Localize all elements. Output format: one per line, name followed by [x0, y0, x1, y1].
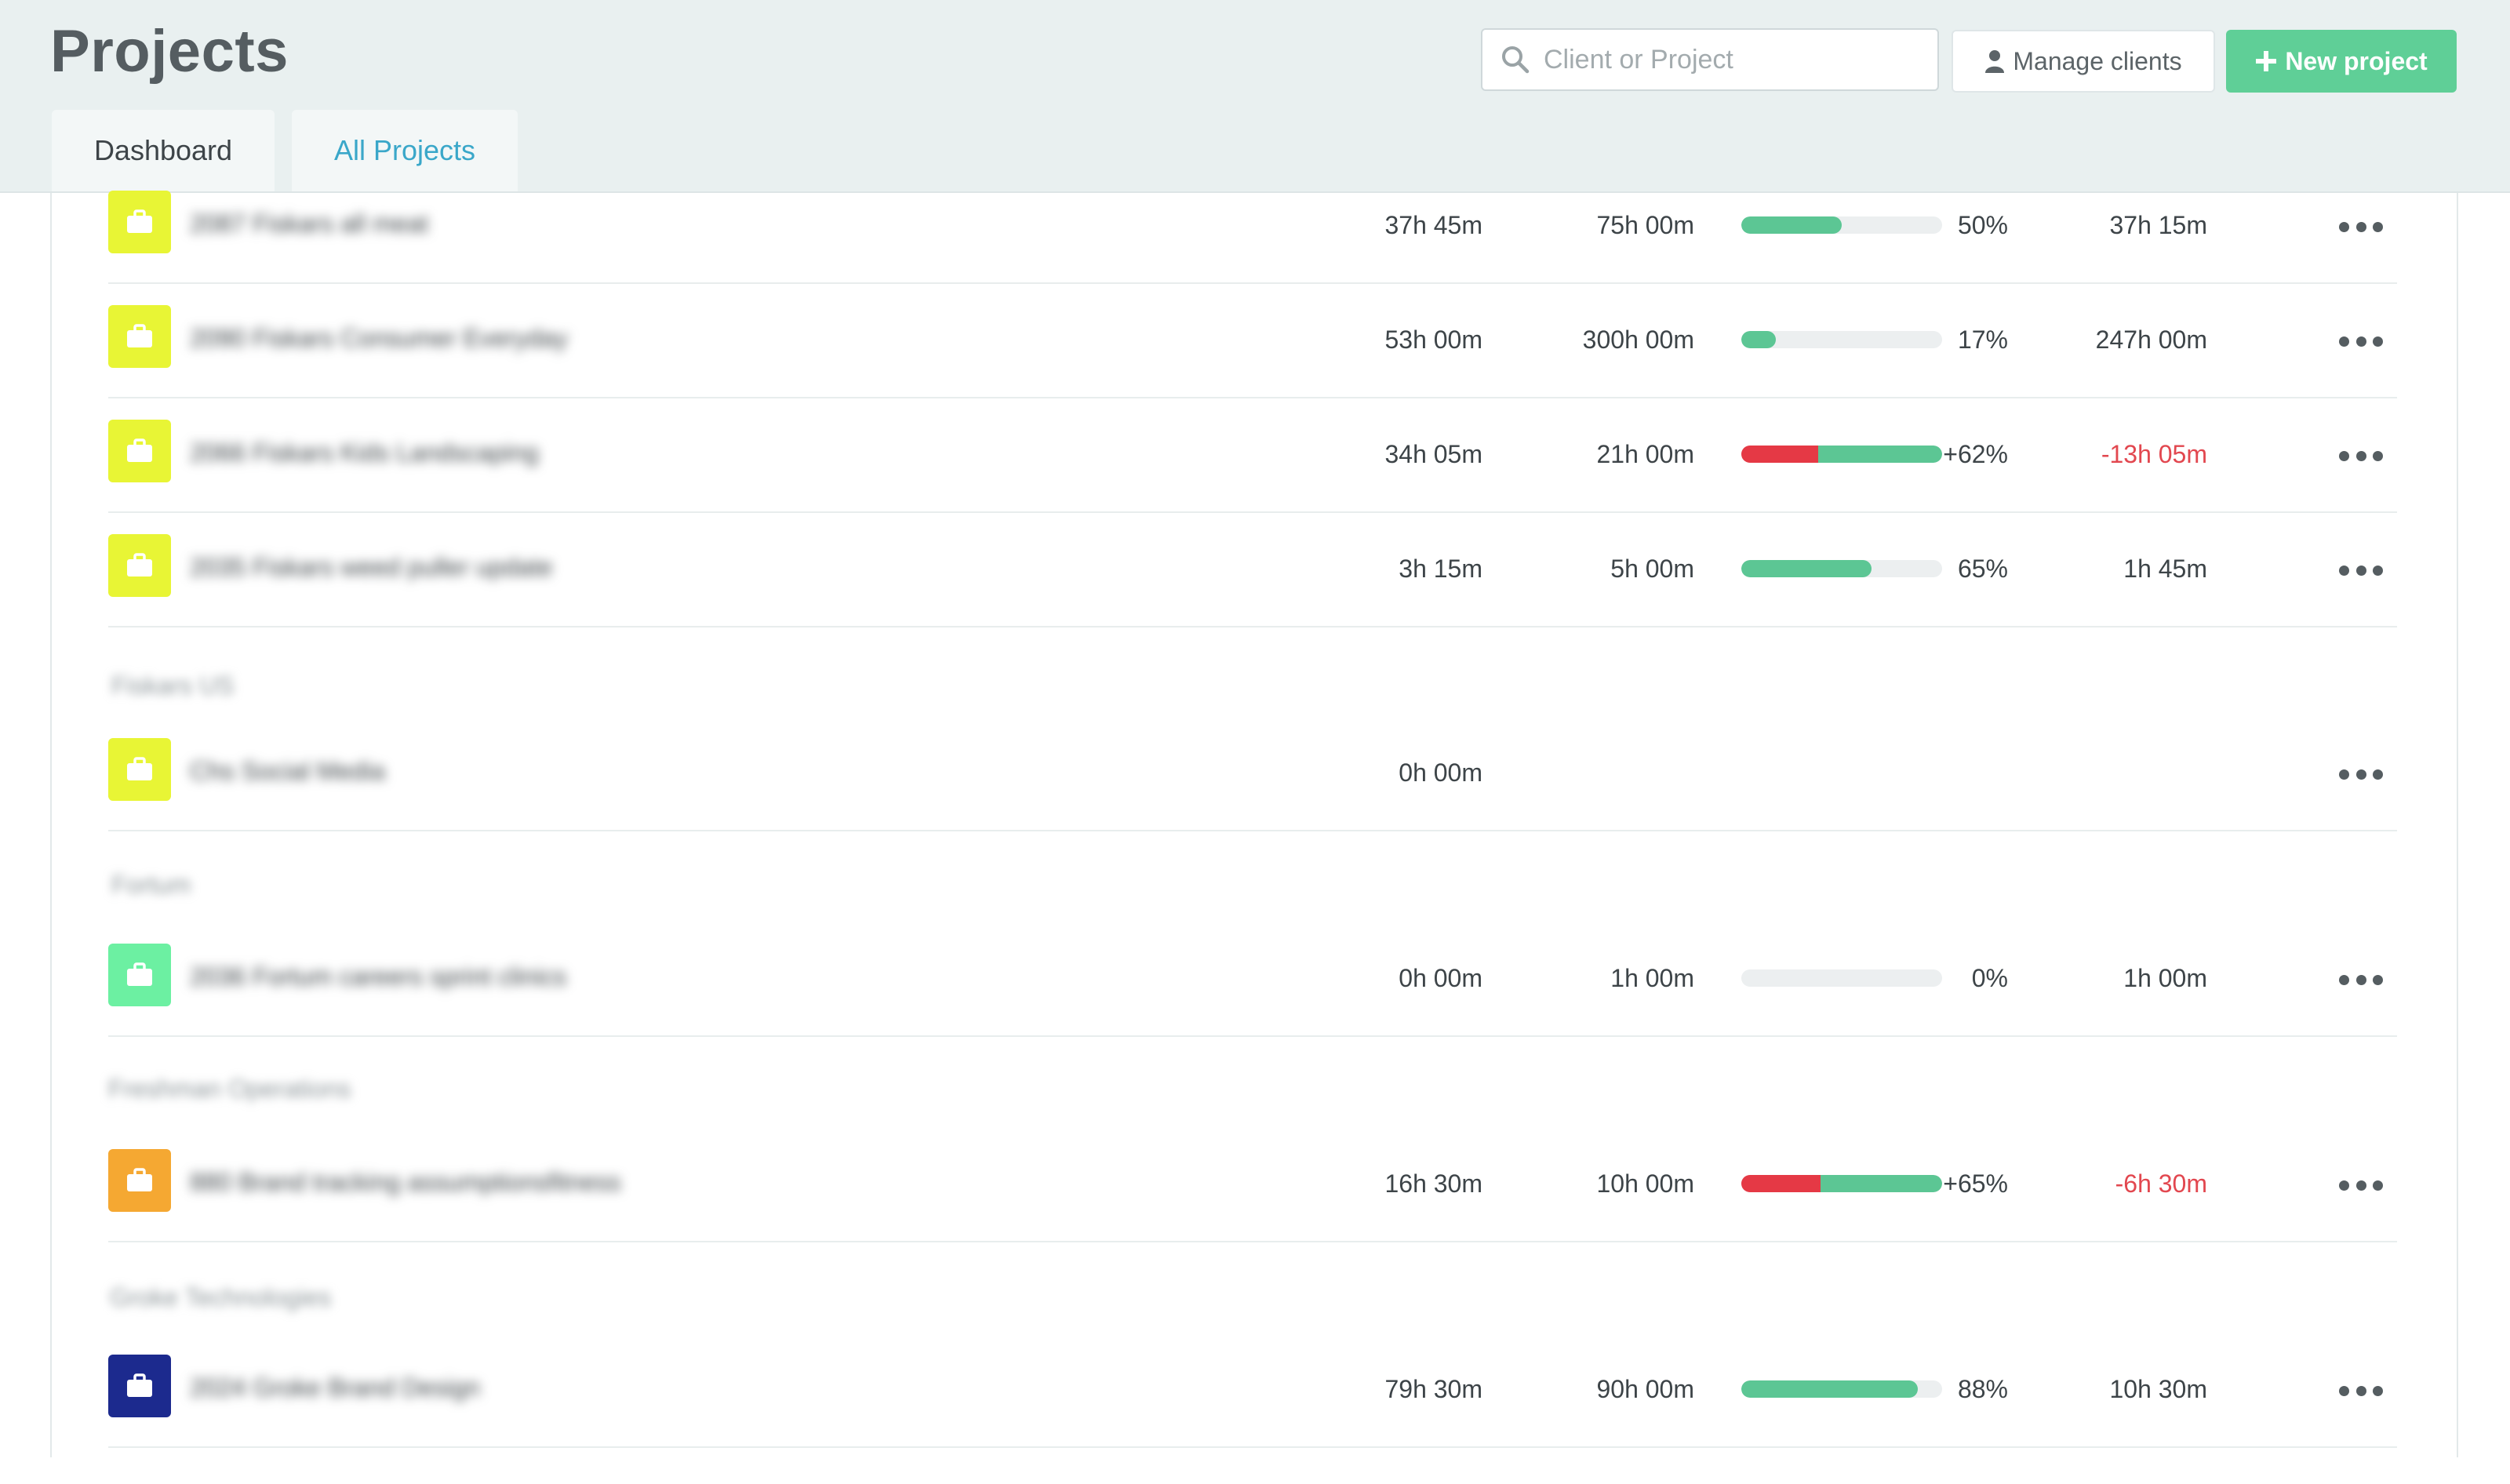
project-name[interactable]: 2036 Fortum careers sprint clinics	[190, 962, 567, 991]
remaining-time: 37h 15m	[2109, 211, 2207, 239]
manage-clients-button[interactable]: Manage clients	[1952, 30, 2215, 93]
client-group-label: Groke Technologies	[110, 1283, 332, 1311]
more-options-icon[interactable]	[2339, 766, 2383, 782]
more-options-icon[interactable]	[2339, 562, 2383, 578]
briefcase-icon	[108, 1355, 171, 1417]
page-title: Projects	[50, 18, 289, 85]
project-name[interactable]: 2024 Groke Brand Design	[190, 1373, 480, 1402]
project-name[interactable]: 880 Brand tracking assumptionsfitness	[190, 1168, 621, 1196]
more-options-icon[interactable]	[2339, 1177, 2383, 1193]
project-row[interactable]: 2090 Fiskars Consumer Everyday 53h 00m 300…	[108, 282, 2397, 398]
briefcase-icon	[108, 420, 171, 482]
budget-progress-bar	[1741, 331, 1942, 348]
search-icon	[1502, 46, 1530, 74]
budget-progress-bar	[1741, 446, 1942, 463]
project-row[interactable]: 2087 Fiskars all meat 37h 45m 75h 00m 50% 37…	[108, 168, 2397, 284]
remaining-time: -13h 05m	[2101, 440, 2207, 468]
progress-fill	[1741, 331, 1776, 348]
budget-percent: 17%	[1957, 326, 2008, 354]
project-row[interactable]: 2024 Groke Brand Design 79h 30m 90h 00m 88%…	[108, 1332, 2397, 1448]
remaining-time: 1h 00m	[2123, 964, 2207, 992]
tab-dashboard[interactable]: Dashboard	[52, 110, 275, 191]
budget-time: 1h 00m	[1610, 964, 1694, 992]
budget-percent: 0%	[1971, 964, 2008, 992]
budget-progress-bar	[1741, 1175, 1942, 1192]
project-row[interactable]: 2035 Fiskars weed puller update 3h 15m 5h …	[108, 511, 2397, 627]
more-options-icon[interactable]	[2339, 448, 2383, 464]
progress-fill	[1741, 1380, 1918, 1398]
budget-progress-bar	[1741, 969, 1942, 987]
search-box[interactable]	[1481, 28, 1939, 91]
budget-time: 21h 00m	[1596, 440, 1694, 468]
tracked-time: 0h 00m	[1399, 758, 1482, 787]
new-project-label: New project	[2285, 46, 2428, 75]
budget-time: 10h 00m	[1596, 1169, 1694, 1198]
project-row[interactable]: 2036 Fortum careers sprint clinics 0h 00m…	[108, 921, 2397, 1037]
client-group-label: Freshman Operations	[108, 1075, 351, 1103]
briefcase-icon	[108, 534, 171, 597]
tracked-time: 16h 30m	[1384, 1169, 1482, 1198]
tab-all-projects[interactable]: All Projects	[292, 110, 518, 191]
budget-time: 90h 00m	[1596, 1375, 1694, 1403]
client-group-label: Fiskars US	[111, 671, 235, 700]
tracked-time: 37h 45m	[1384, 211, 1482, 239]
projects-panel	[50, 193, 2458, 1457]
tracked-time: 0h 00m	[1399, 964, 1482, 992]
progress-over-budget	[1741, 1175, 1827, 1192]
remaining-time: 247h 00m	[2095, 326, 2207, 354]
more-options-icon[interactable]	[2339, 1383, 2383, 1399]
budget-progress-bar	[1741, 560, 1942, 577]
tracked-time: 34h 05m	[1384, 440, 1482, 468]
budget-time: 300h 00m	[1582, 326, 1694, 354]
budget-progress-bar	[1741, 1380, 1942, 1398]
budget-time: 75h 00m	[1596, 211, 1694, 239]
project-row[interactable]: 2066 Fiskars Kids Landscaping 34h 05m 21h …	[108, 397, 2397, 513]
page-footer-space	[0, 1457, 2510, 1484]
progress-fill	[1741, 560, 1872, 577]
project-name[interactable]: 2035 Fiskars weed puller update	[190, 553, 553, 581]
project-row[interactable]: Chs Social Media 0h 00m	[108, 715, 2397, 831]
progress-fill	[1818, 446, 1942, 463]
budget-percent: +65%	[1943, 1169, 2008, 1198]
briefcase-icon	[108, 1149, 171, 1212]
progress-over-budget	[1741, 446, 1824, 463]
search-input[interactable]	[1542, 43, 1922, 76]
more-options-icon[interactable]	[2339, 219, 2383, 235]
tracked-time: 3h 15m	[1399, 555, 1482, 583]
user-icon	[1984, 49, 2005, 73]
tracked-time: 79h 30m	[1384, 1375, 1482, 1403]
remaining-time: 1h 45m	[2123, 555, 2207, 583]
progress-fill	[1741, 216, 1842, 234]
briefcase-icon	[108, 944, 171, 1006]
project-row[interactable]: 880 Brand tracking assumptionsfitness 16h…	[108, 1126, 2397, 1242]
briefcase-icon	[108, 738, 171, 801]
project-name[interactable]: 2090 Fiskars Consumer Everyday	[190, 324, 568, 352]
new-project-button[interactable]: New project	[2226, 30, 2457, 93]
budget-percent: +62%	[1943, 440, 2008, 468]
more-options-icon[interactable]	[2339, 333, 2383, 349]
budget-percent: 88%	[1957, 1375, 2008, 1403]
budget-time: 5h 00m	[1610, 555, 1694, 583]
remaining-time: -6h 30m	[2115, 1169, 2207, 1198]
briefcase-icon	[108, 191, 171, 253]
budget-percent: 50%	[1957, 211, 2008, 239]
page-header: Projects Manage clients New project Dash…	[0, 0, 2510, 193]
project-name[interactable]: Chs Social Media	[190, 757, 385, 785]
project-name[interactable]: 2087 Fiskars all meat	[190, 209, 429, 238]
client-group-label: Fortum	[111, 871, 191, 899]
budget-percent: 65%	[1957, 555, 2008, 583]
project-name[interactable]: 2066 Fiskars Kids Landscaping	[190, 438, 539, 467]
plus-icon	[2255, 50, 2277, 72]
progress-fill	[1821, 1175, 1942, 1192]
more-options-icon[interactable]	[2339, 972, 2383, 988]
remaining-time: 10h 30m	[2109, 1375, 2207, 1403]
manage-clients-label: Manage clients	[2013, 46, 2182, 75]
briefcase-icon	[108, 305, 171, 368]
budget-progress-bar	[1741, 216, 1942, 234]
tracked-time: 53h 00m	[1384, 326, 1482, 354]
